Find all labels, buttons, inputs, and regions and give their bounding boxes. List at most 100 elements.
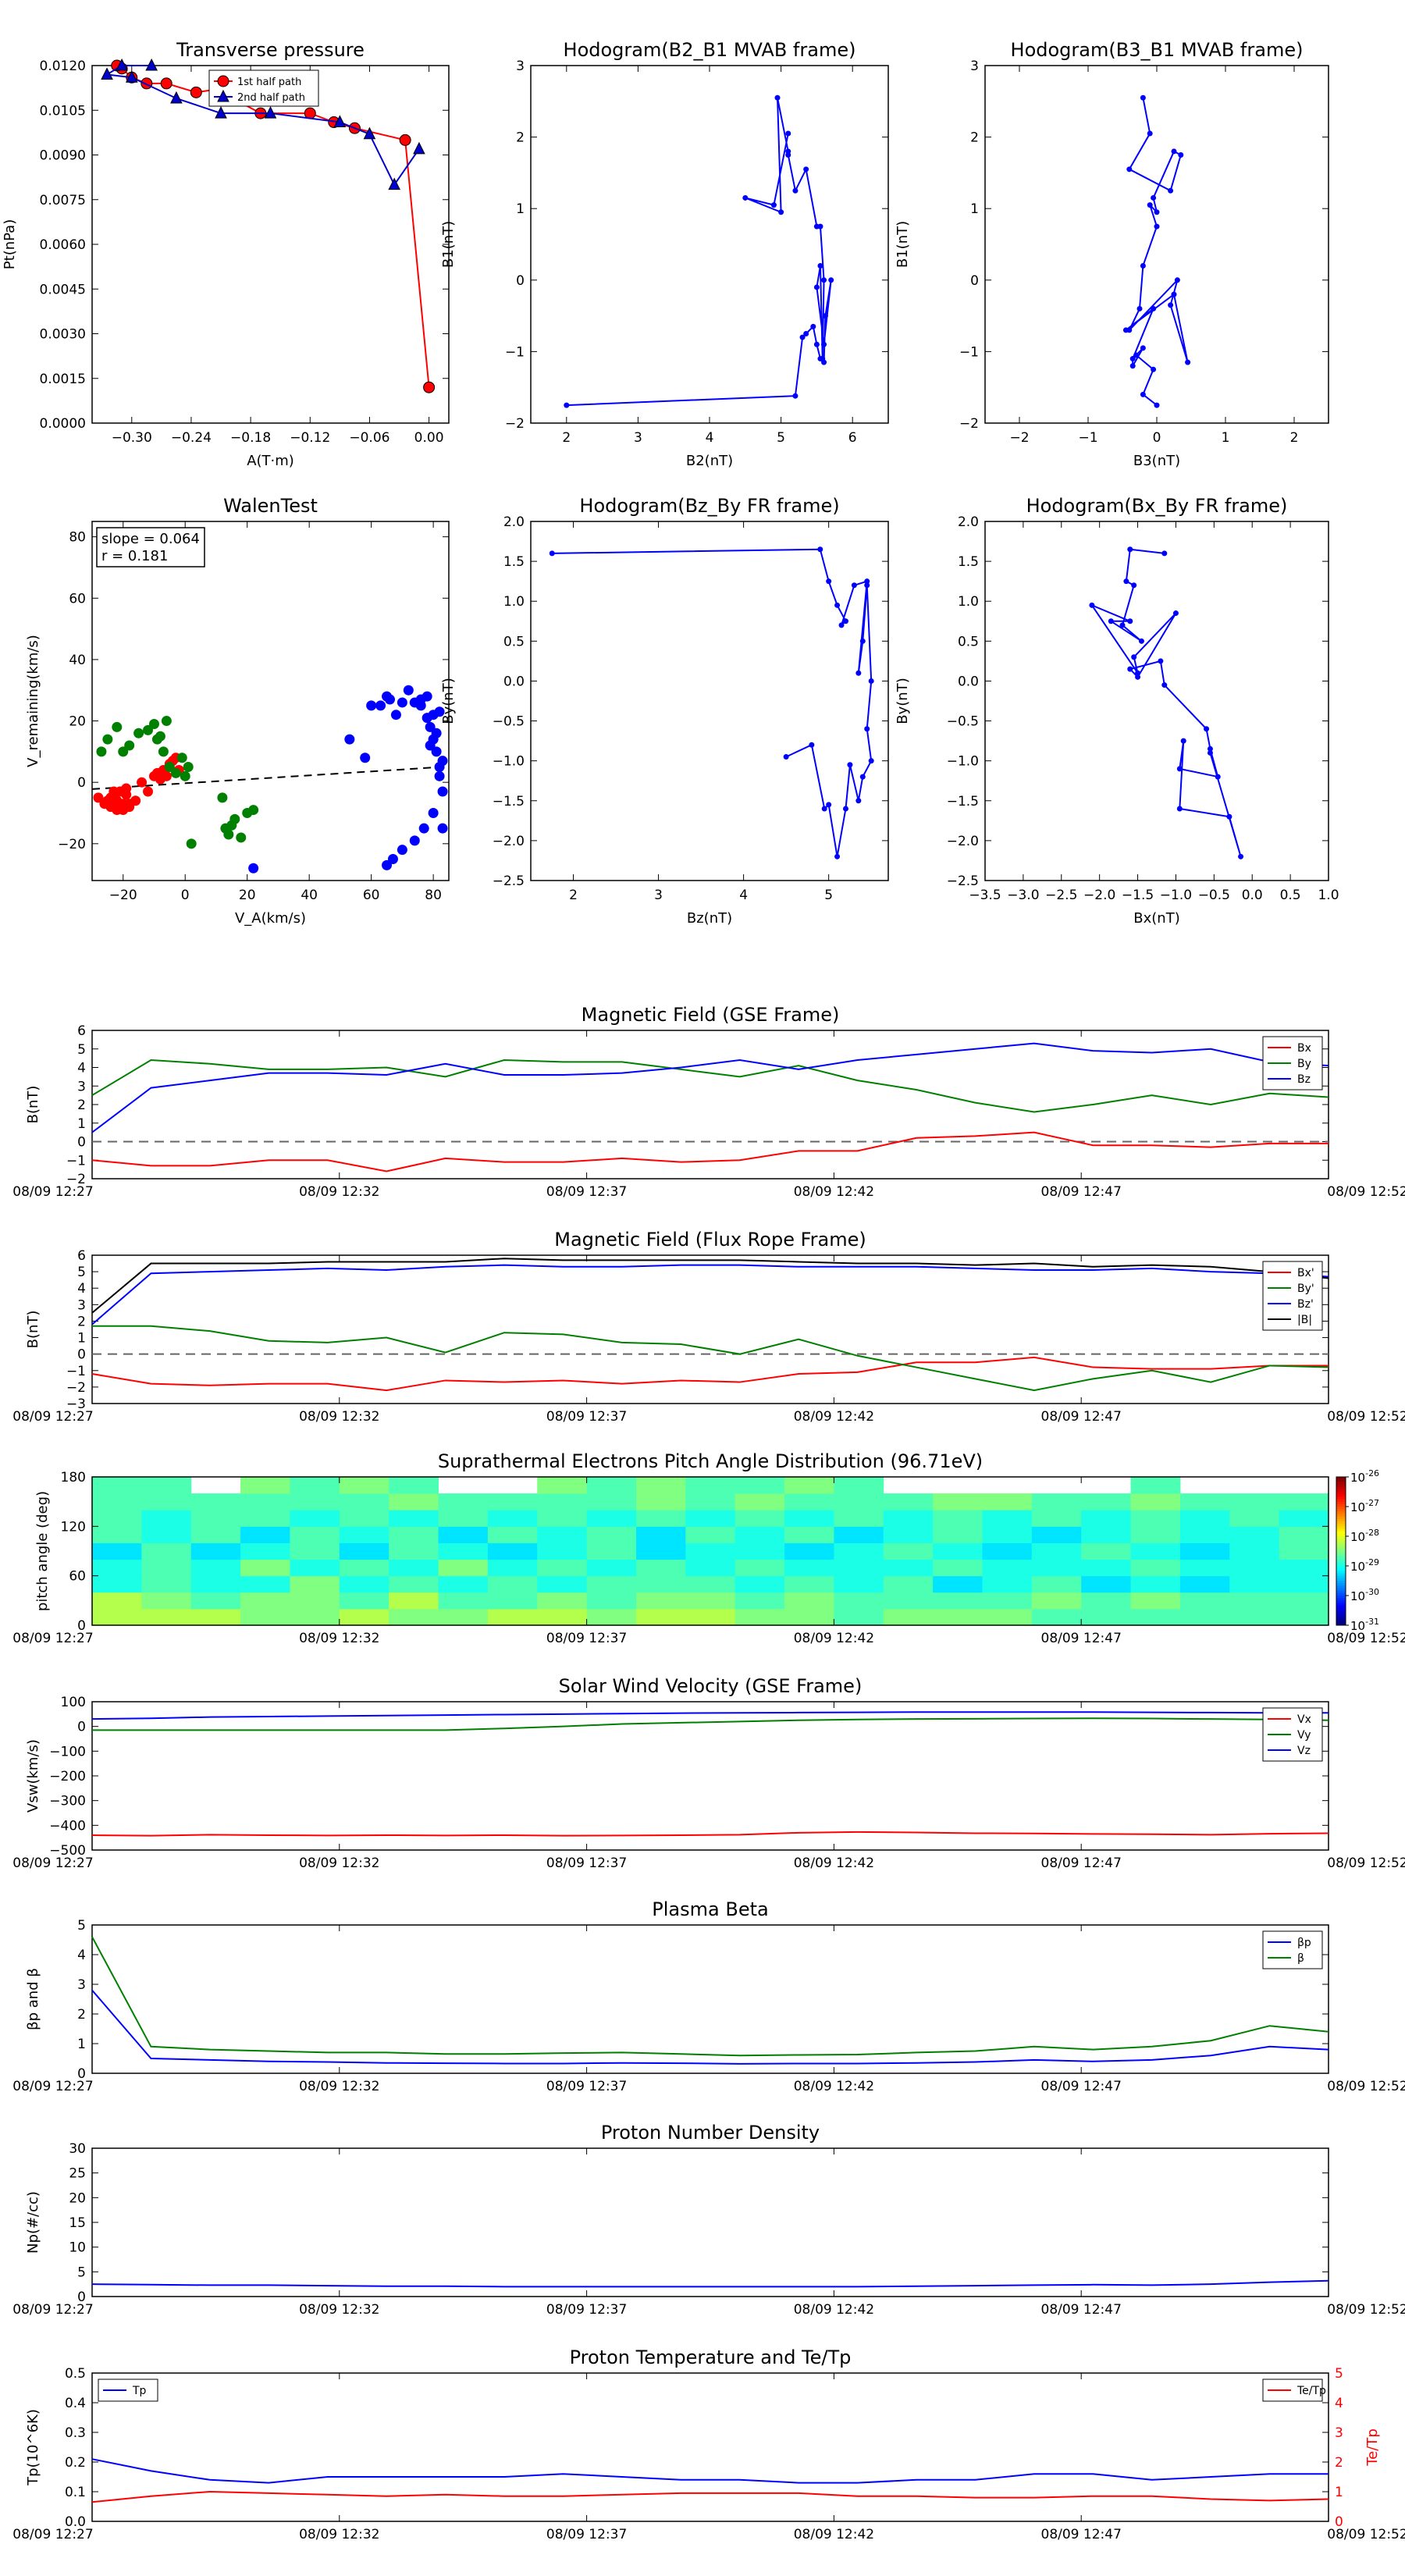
heatmap-cell — [635, 1493, 686, 1510]
series-line — [566, 98, 832, 407]
heatmap-cell — [1081, 1542, 1132, 1560]
heatmap-cell — [290, 1592, 340, 1610]
colorbar-swatch — [1336, 1578, 1346, 1582]
data-point — [868, 678, 874, 684]
heatmap-cell — [784, 1493, 834, 1510]
heatmap-cell — [685, 1526, 736, 1543]
legend-box — [1262, 2379, 1323, 2402]
heatmap-cell — [685, 1559, 736, 1577]
x-tick-label: 08/09 12:32 — [299, 1631, 379, 1646]
data-point — [564, 402, 570, 408]
data-point — [409, 835, 420, 846]
data-point — [223, 829, 234, 840]
heatmap-cell — [92, 1510, 142, 1527]
series-line — [1090, 548, 1242, 857]
heatmap-cell — [339, 1608, 389, 1626]
y-tick-label: 0.0 — [958, 674, 979, 689]
colorbar-swatch — [1336, 1509, 1346, 1512]
heatmap-cell — [190, 1608, 241, 1626]
colorbar-swatch — [1336, 1539, 1346, 1542]
data-point — [437, 823, 448, 834]
colorbar-swatch — [1336, 1620, 1346, 1624]
data-point — [821, 806, 827, 812]
x-tick-label: −0.5 — [1198, 888, 1230, 903]
heatmap-cell — [685, 1477, 736, 1494]
data-point — [1135, 670, 1141, 676]
x-tick-label: 08/09 12:47 — [1041, 1631, 1122, 1646]
colorbar-swatch — [1336, 1499, 1346, 1503]
y-tick-label: 1 — [77, 1116, 86, 1132]
x-tick-label: 08/09 12:37 — [546, 1184, 627, 1200]
legend: Bx' By' Bz' |B| — [1262, 1261, 1323, 1331]
colorbar-frame — [1336, 1476, 1346, 1626]
heatmap-cell — [438, 1608, 489, 1626]
y-tick-label: 4 — [77, 1948, 86, 1963]
x-tick-label: 08/09 12:37 — [546, 1409, 627, 1425]
heatmap-cell — [586, 1608, 637, 1626]
y-axis-label: B1(nT) — [895, 221, 911, 268]
colorbar-swatch — [1336, 1598, 1346, 1601]
heatmap-cell — [1229, 1493, 1280, 1510]
heatmap-cell — [883, 1526, 934, 1543]
x-axis-label: Bz(nT) — [687, 910, 732, 927]
heatmap-cell — [1130, 1542, 1181, 1560]
y-tick-label: −0.5 — [493, 714, 525, 730]
legend-label: |B| — [1297, 1314, 1312, 1326]
x-axis-label: A(T·m) — [247, 453, 294, 469]
legend-label: Tp — [132, 2385, 147, 2397]
data-point — [864, 726, 870, 732]
heatmap-cell — [190, 1592, 241, 1610]
heatmap-cell — [834, 1526, 884, 1543]
colorbar-swatch — [1336, 1518, 1346, 1522]
heatmap-cell — [982, 1575, 1033, 1593]
heatmap-cell — [190, 1575, 241, 1593]
heatmap-cell — [141, 1575, 192, 1593]
x-tick-label: −3.0 — [1007, 888, 1039, 903]
y-tick-label: 4 — [77, 1061, 86, 1076]
chart-title: WalenTest — [223, 495, 318, 517]
y-tick-label: 0.0 — [503, 674, 525, 689]
data-point — [248, 863, 259, 873]
x-tick-label: 20 — [239, 888, 256, 903]
x-tick-label: 0 — [181, 888, 190, 903]
data-point — [397, 697, 407, 708]
heatmap-cell — [1179, 1542, 1230, 1560]
data-point — [813, 341, 820, 347]
data-point — [161, 716, 172, 727]
y-tick-label: 6 — [77, 1248, 86, 1264]
colorbar-swatch — [1336, 1479, 1346, 1482]
heatmap-cell — [141, 1592, 192, 1610]
heatmap-cell — [290, 1559, 340, 1577]
y-tick-label: 1 — [77, 1331, 86, 1347]
data-point — [1171, 291, 1177, 297]
chart-title: Hodogram(B3_B1 MVAB frame) — [1011, 39, 1304, 61]
data-point — [803, 331, 809, 336]
heatmap-cell — [982, 1510, 1033, 1527]
colorbar-label: 10-30 — [1350, 1587, 1379, 1603]
heatmap-cell — [784, 1592, 834, 1610]
heatmap-cell — [190, 1493, 241, 1510]
heatmap-cell — [1229, 1592, 1280, 1610]
heatmap-cell — [1279, 1510, 1329, 1527]
x-tick-label: 4 — [739, 888, 748, 903]
data-point — [864, 578, 870, 585]
data-point — [431, 746, 442, 757]
data-point — [363, 126, 376, 140]
heatmap-cell — [784, 1559, 834, 1577]
legend-label: Bx — [1297, 1042, 1311, 1055]
heatmap-cell — [685, 1493, 736, 1510]
data-point — [1135, 674, 1141, 680]
data-point — [229, 813, 240, 824]
colorbar-swatch — [1336, 1526, 1346, 1529]
data-point — [190, 86, 202, 98]
heatmap-cell — [487, 1510, 538, 1527]
data-point — [397, 845, 407, 856]
heatmap-cell — [487, 1493, 538, 1510]
colorbar-swatch — [1336, 1492, 1346, 1495]
x-tick-label: 08/09 12:52 — [1327, 1856, 1405, 1871]
heatmap-cell — [735, 1542, 785, 1560]
data-point — [803, 166, 809, 173]
legend-label: Vz — [1297, 1745, 1311, 1757]
colorbar-swatch — [1336, 1489, 1346, 1493]
data-point — [112, 721, 123, 732]
